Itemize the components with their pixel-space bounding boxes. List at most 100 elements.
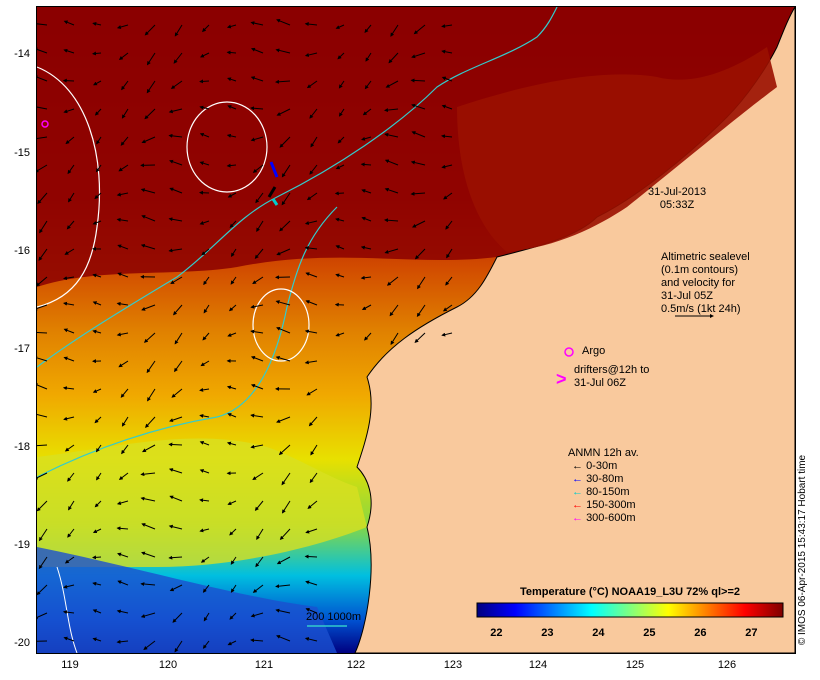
anmn-legend-item: ← 30-80m — [572, 474, 623, 485]
velocity-arrow — [64, 248, 75, 255]
velocity-arrow — [279, 136, 291, 148]
velocity-arrow — [143, 332, 156, 343]
altimetric-line: Altimetric sealevel — [661, 251, 750, 263]
velocity-arrow — [92, 220, 102, 225]
velocity-arrow — [443, 192, 453, 200]
lon-tick-label: 119 — [61, 659, 79, 671]
velocity-arrow — [275, 300, 291, 306]
velocity-arrow — [62, 386, 75, 391]
velocity-arrow — [200, 556, 210, 563]
velocity-arrow — [118, 360, 129, 368]
velocity-arrow — [275, 48, 291, 54]
velocity-arrow — [445, 220, 453, 230]
velocity-arrow — [142, 444, 156, 453]
velocity-arrow — [172, 612, 183, 623]
velocity-arrow — [168, 248, 183, 253]
velocity-arrow — [168, 217, 183, 222]
colorbar-tick-label: 25 — [643, 627, 656, 639]
velocity-arrow — [67, 164, 75, 175]
velocity-arrow — [93, 80, 102, 86]
velocity-arrow — [227, 77, 237, 82]
velocity-arrow — [173, 52, 183, 64]
velocity-arrow — [276, 108, 291, 116]
lat-tick-label: -16 — [14, 245, 30, 257]
velocity-arrow — [92, 609, 102, 614]
velocity-arrow — [141, 551, 156, 558]
velocity-arrow — [174, 360, 183, 373]
velocity-arrow — [37, 75, 48, 82]
velocity-arrow — [227, 332, 237, 337]
velocity-arrow — [250, 76, 264, 82]
velocity-arrow — [146, 360, 156, 374]
lon-tick-label: 124 — [528, 659, 548, 671]
legend-label: 150-300m — [586, 499, 636, 511]
velocity-arrow — [226, 441, 237, 446]
shelf-cool-band — [37, 547, 337, 653]
legend-arrow-icon: ← — [572, 473, 587, 485]
velocity-arrow — [94, 108, 102, 116]
velocity-arrow — [116, 301, 129, 306]
velocity-arrow — [250, 413, 264, 418]
velocity-arrow — [144, 108, 156, 120]
velocity-arrow — [37, 164, 48, 173]
velocity-arrow — [250, 106, 264, 111]
sealevel-contour — [252, 288, 310, 362]
velocity-arrow — [94, 416, 102, 424]
velocity-arrow — [441, 332, 453, 337]
velocity-arrow — [250, 444, 264, 449]
velocity-arrow — [92, 301, 102, 306]
altimetric-line: (0.1m contours) — [661, 264, 739, 276]
velocity-arrow — [252, 584, 264, 593]
velocity-arrow — [140, 582, 156, 587]
velocity-arrow — [39, 220, 48, 234]
altimetric-line: and velocity for — [661, 277, 735, 289]
velocity-arrow — [384, 108, 399, 113]
velocity-arrow — [254, 500, 264, 511]
velocity-arrow — [199, 440, 210, 446]
velocity-arrow — [94, 500, 102, 508]
velocity-arrow — [63, 584, 75, 589]
velocity-arrow — [201, 24, 210, 33]
velocity-arrow — [304, 637, 318, 642]
velocity-arrow — [117, 244, 129, 250]
velocity-arrow — [117, 552, 129, 558]
legend-arrow-icon: ← — [572, 499, 587, 511]
velocity-arrow — [116, 217, 129, 222]
velocity-arrow — [37, 332, 48, 334]
velocity-arrow — [65, 136, 75, 145]
lat-tick-label: -20 — [14, 637, 30, 649]
argo-label: Argo — [582, 345, 606, 357]
lon-tick-label: 122 — [346, 659, 366, 671]
anmn-legend-item: ← 300-600m — [572, 513, 636, 524]
velocity-arrow — [140, 612, 156, 618]
velocity-arrow — [306, 192, 318, 201]
velocity-arrow — [37, 500, 48, 512]
velocity-arrow — [227, 192, 237, 198]
argo-float-marker — [564, 347, 574, 357]
velocity-arrow — [255, 556, 264, 568]
colorbar-tick-label: 22 — [490, 627, 503, 639]
lat-tick-label: -15 — [14, 147, 30, 159]
velocity-arrow — [412, 220, 426, 228]
velocity-arrow — [384, 159, 399, 166]
velocity-arrow — [141, 136, 156, 144]
velocity-arrow — [305, 300, 318, 306]
sealevel-contour — [37, 66, 100, 308]
velocity-arrow — [200, 360, 210, 367]
velocity-arrow — [37, 472, 48, 480]
legend-label: 300-600m — [586, 512, 636, 524]
velocity-arrow — [411, 131, 426, 138]
velocity-arrow — [304, 245, 318, 250]
mooring-vector-0-30m — [267, 186, 277, 198]
velocity-arrow — [275, 584, 291, 589]
velocity-arrow — [63, 276, 75, 281]
velocity-arrow — [117, 580, 129, 586]
velocity-arrow — [37, 412, 48, 418]
velocity-arrow — [308, 416, 318, 427]
velocity-arrow — [281, 472, 291, 486]
velocity-arrow — [199, 132, 210, 138]
depth-scale-label: 200 1000m — [306, 611, 362, 623]
velocity-arrow — [38, 556, 48, 570]
velocity-arrow — [362, 108, 372, 116]
velocity-arrow — [390, 24, 399, 37]
